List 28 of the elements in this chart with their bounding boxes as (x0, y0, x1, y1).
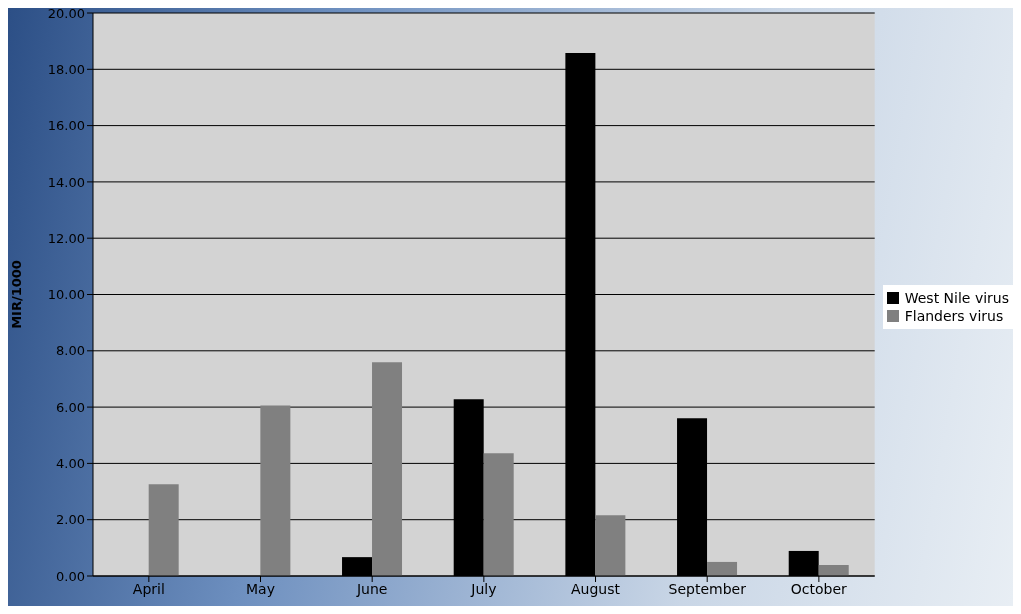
bar (707, 561, 738, 576)
bar (260, 405, 291, 576)
x-tick-label: May (246, 580, 275, 597)
bar (148, 484, 179, 576)
bar (483, 453, 514, 576)
legend-label: West Nile virus (904, 289, 1009, 307)
x-tick-label: August (571, 580, 621, 597)
y-tick-label: 4.00 (56, 456, 85, 472)
y-tick-label: 10.00 (47, 287, 85, 303)
y-tick-label: 8.00 (56, 343, 85, 359)
y-tick-label: 0.00 (56, 568, 85, 584)
x-tick-label: October (790, 580, 848, 597)
legend-label: Flanders virus (904, 307, 1004, 325)
y-tick-label: 6.00 (56, 399, 85, 415)
x-tick-label: April (132, 580, 165, 597)
x-tick-label: September (668, 580, 747, 597)
y-tick-label: 20.00 (47, 5, 85, 21)
y-tick-label: 16.00 (47, 118, 85, 134)
x-tick-label: June (355, 580, 388, 597)
bar (595, 515, 626, 576)
bar (372, 362, 403, 576)
y-tick-label: 2.00 (56, 512, 85, 528)
bar (818, 565, 849, 576)
y-axis-title: MIR/1000 (8, 260, 24, 329)
y-tick-label: 12.00 (47, 230, 85, 246)
y-tick-label: 14.00 (47, 174, 85, 190)
y-tick-label: 18.00 (47, 61, 85, 77)
x-tick-label: July (470, 580, 497, 597)
